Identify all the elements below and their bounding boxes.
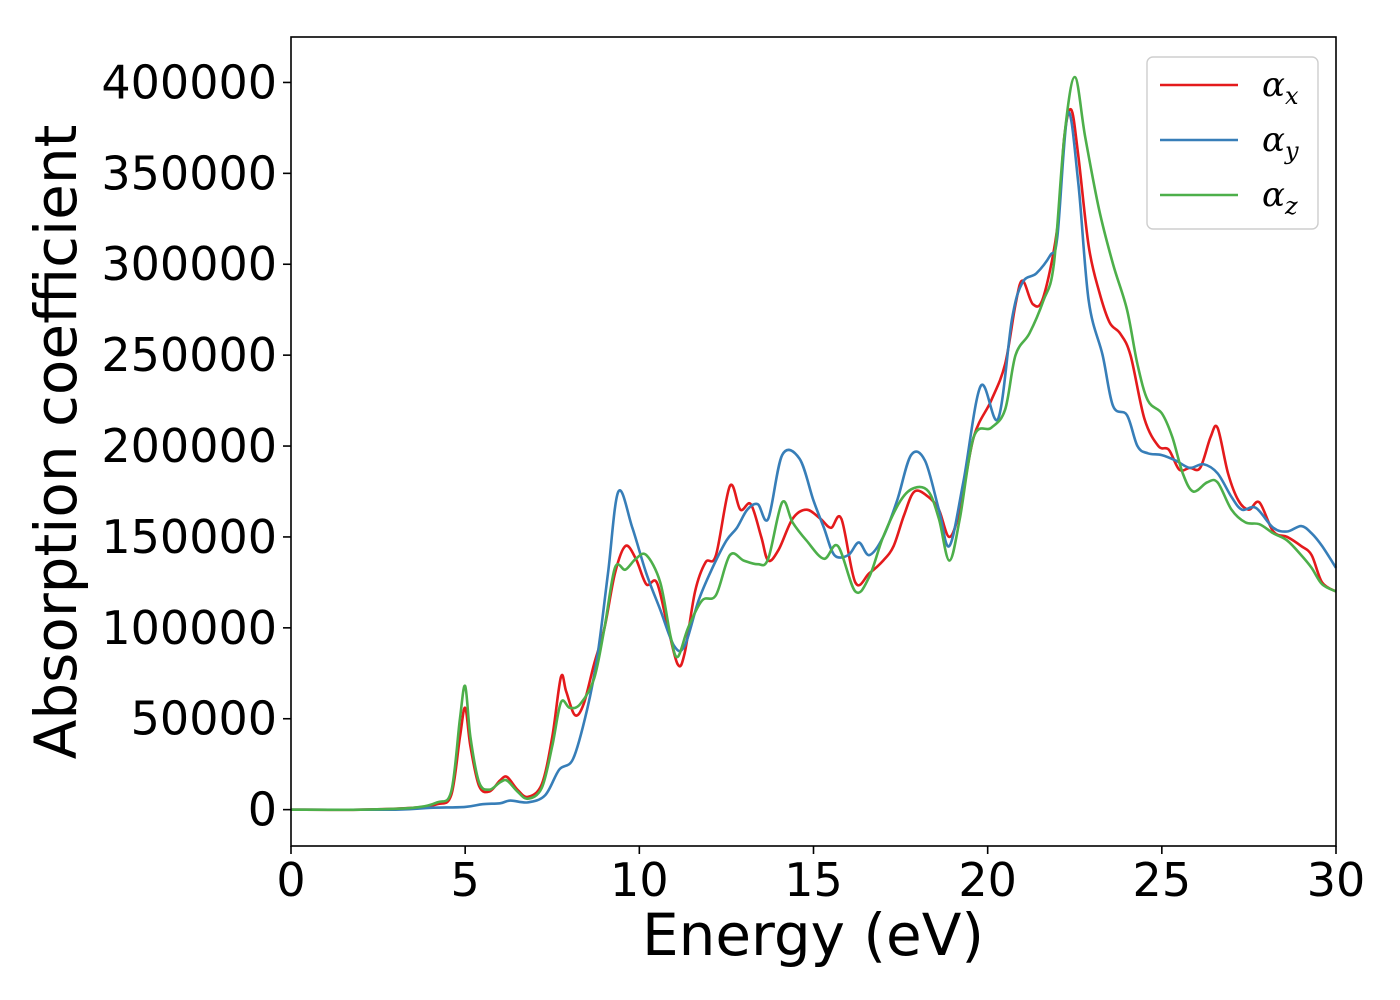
x-ticks: 0 5 10 15 20 25 30 — [276, 846, 1365, 907]
x-tick-label: 0 — [276, 853, 305, 907]
x-tick-label: 5 — [451, 853, 480, 907]
y-tick-label: 50000 — [131, 692, 277, 746]
legend-box — [1146, 56, 1319, 230]
x-tick-label: 20 — [958, 853, 1017, 907]
x-tick-label: 10 — [610, 853, 669, 907]
y-tick-label: 150000 — [101, 510, 277, 564]
y-tick-label: 250000 — [101, 328, 277, 382]
y-ticks: 0 50000 100000 150000 200000 250000 300000 3500… — [101, 55, 291, 837]
y-tick-label: 350000 — [101, 146, 277, 200]
x-tick-label: 30 — [1307, 853, 1366, 907]
y-tick-label: 400000 — [101, 55, 277, 109]
y-tick-label: 0 — [248, 783, 277, 837]
y-tick-label: 300000 — [101, 237, 277, 291]
y-tick-label: 100000 — [101, 601, 277, 655]
y-axis-label: Absorption coefficient — [22, 125, 90, 760]
legend-label-alpha-x: αx — [1262, 65, 1299, 110]
plot-lines — [290, 75, 1338, 812]
legend-label-alpha-z: αz — [1262, 175, 1298, 220]
series-line-alpha-z — [290, 75, 1337, 812]
legend-label-alpha-y: αy — [1262, 120, 1299, 165]
x-tick-label: 25 — [1133, 853, 1192, 907]
legend: αx αy αz — [1146, 56, 1319, 230]
x-axis-label: Energy (eV) — [642, 901, 984, 969]
x-tick-label: 15 — [784, 853, 843, 907]
y-tick-label: 200000 — [101, 419, 277, 473]
